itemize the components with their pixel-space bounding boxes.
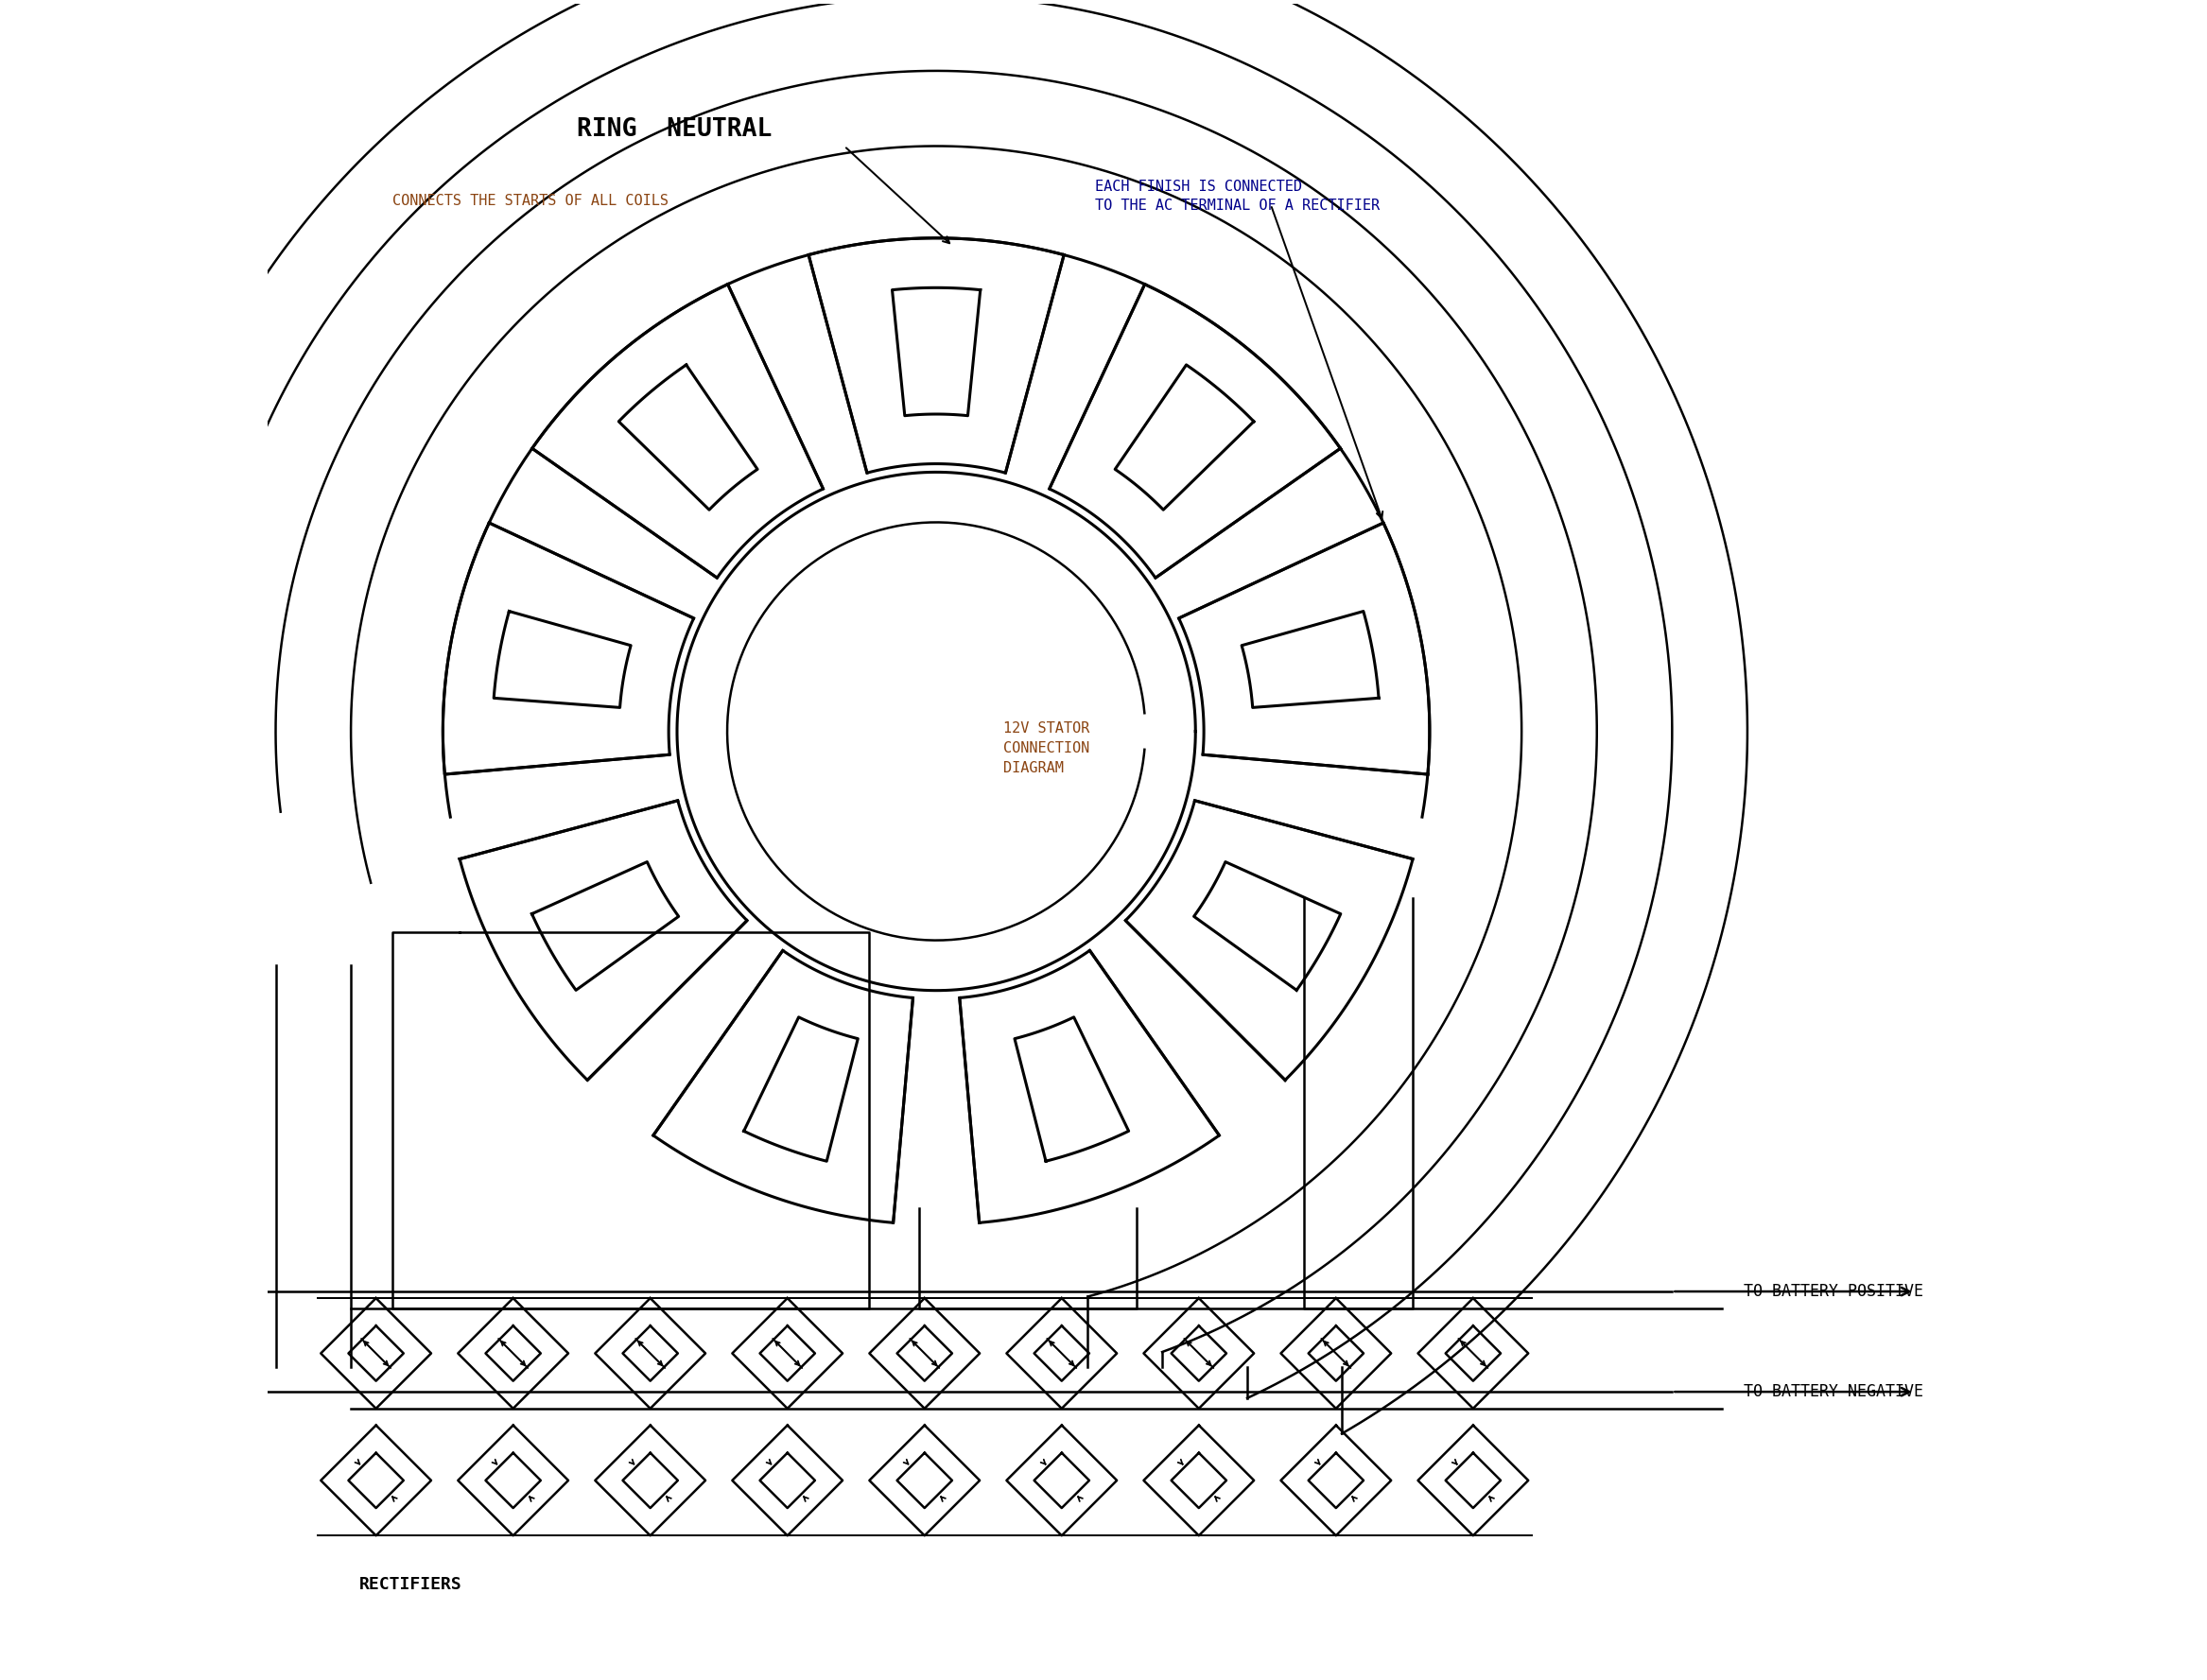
Text: RECTIFIERS: RECTIFIERS	[360, 1576, 461, 1593]
Text: RING  NEUTRAL: RING NEUTRAL	[576, 118, 772, 141]
Text: EACH FINISH IS CONNECTED
TO THE AC TERMINAL OF A RECTIFIER: EACH FINISH IS CONNECTED TO THE AC TERMI…	[1095, 180, 1379, 212]
Text: TO BATTERY POSITIVE: TO BATTERY POSITIVE	[1744, 1284, 1922, 1300]
Text: 12V STATOR
CONNECTION
DIAGRAM: 12V STATOR CONNECTION DIAGRAM	[1004, 721, 1090, 774]
Text: TO BATTERY NEGATIVE: TO BATTERY NEGATIVE	[1744, 1383, 1922, 1401]
Text: CONNECTS THE STARTS OF ALL COILS: CONNECTS THE STARTS OF ALL COILS	[393, 195, 669, 208]
